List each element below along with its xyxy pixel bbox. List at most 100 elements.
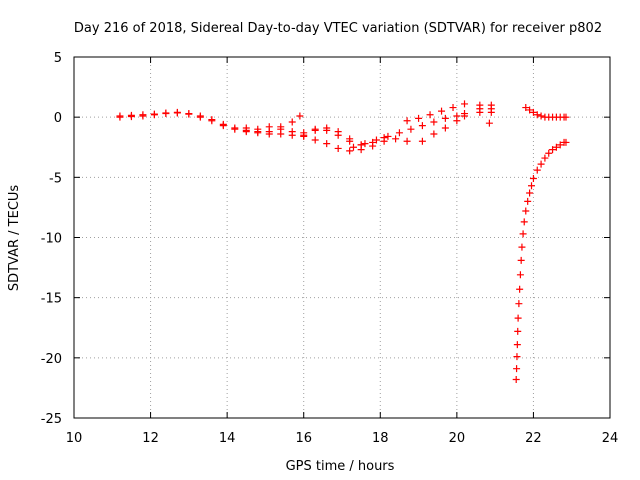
- x-tick-label: 10: [66, 431, 83, 446]
- data-point: [520, 218, 528, 226]
- data-point: [231, 125, 239, 133]
- data-point: [514, 314, 522, 322]
- data-point: [430, 118, 438, 126]
- data-point: [549, 146, 557, 154]
- data-point: [518, 243, 526, 251]
- data-point: [242, 124, 250, 132]
- data-point: [545, 149, 553, 157]
- data-point: [516, 285, 524, 293]
- data-point: [517, 256, 525, 264]
- data-point: [526, 106, 534, 114]
- data-point: [346, 135, 354, 143]
- x-tick-label: 20: [449, 431, 466, 446]
- data-point: [418, 137, 426, 145]
- data-point: [296, 112, 304, 120]
- data-point: [300, 132, 308, 140]
- data-point: [513, 365, 521, 373]
- data-point: [461, 112, 469, 120]
- data-point: [515, 300, 523, 308]
- data-point: [116, 113, 124, 121]
- data-point: [516, 271, 524, 279]
- series-track-g: [418, 112, 469, 145]
- x-tick-label: 14: [219, 431, 236, 446]
- data-point: [441, 114, 449, 122]
- data-point: [541, 154, 549, 162]
- data-point: [514, 327, 522, 335]
- data-point: [395, 129, 403, 137]
- series-track-e: [349, 110, 469, 151]
- data-point: [346, 147, 354, 155]
- data-point: [533, 166, 541, 174]
- data-point: [522, 207, 530, 215]
- data-point: [372, 136, 380, 144]
- data-point: [552, 143, 560, 151]
- data-point: [453, 117, 461, 125]
- data-point: [522, 104, 530, 112]
- x-tick-label: 24: [602, 431, 619, 446]
- series-track-d: [300, 124, 365, 149]
- series-track-a: [116, 108, 411, 155]
- data-point: [441, 124, 449, 132]
- x-tick-label: 12: [142, 431, 159, 446]
- data-point: [277, 130, 285, 138]
- data-point: [533, 111, 541, 119]
- data-point: [418, 122, 426, 130]
- data-points: [116, 100, 570, 383]
- data-point: [556, 141, 564, 149]
- data-point: [349, 143, 357, 151]
- y-tick-label: -10: [41, 232, 62, 247]
- y-tick-label: 5: [54, 51, 62, 66]
- x-tick-label: 16: [295, 431, 312, 446]
- series-track-c: [242, 112, 304, 138]
- data-point: [403, 137, 411, 145]
- data-point: [173, 109, 181, 117]
- data-point: [449, 104, 457, 112]
- y-tick-label: 0: [54, 111, 62, 126]
- data-point: [288, 118, 296, 126]
- data-point: [526, 189, 534, 197]
- data-point: [254, 128, 262, 136]
- data-point: [562, 113, 570, 121]
- series-track-f: [403, 100, 469, 125]
- data-point: [430, 130, 438, 138]
- data-point: [528, 182, 536, 190]
- data-point: [150, 111, 158, 119]
- data-point: [196, 113, 204, 121]
- data-point: [277, 123, 285, 131]
- data-point: [537, 160, 545, 168]
- data-point: [334, 128, 342, 136]
- data-point: [323, 124, 331, 132]
- grid: [74, 57, 610, 418]
- data-point: [127, 113, 135, 121]
- data-point: [524, 197, 532, 205]
- data-point: [438, 107, 446, 115]
- data-point: [208, 117, 216, 125]
- data-point: [139, 112, 147, 120]
- y-tick-label: -5: [49, 171, 62, 186]
- data-point: [392, 135, 400, 143]
- x-axis-label: GPS time / hours: [286, 459, 395, 474]
- data-point: [380, 134, 388, 142]
- data-point: [519, 230, 527, 238]
- data-point: [162, 110, 170, 118]
- series-track-b: [116, 109, 388, 149]
- y-tick-label: -20: [41, 352, 62, 367]
- data-point: [529, 175, 537, 183]
- data-point: [485, 119, 493, 127]
- data-point: [461, 100, 469, 108]
- chart-title: Day 216 of 2018, Sidereal Day-to-day VTE…: [74, 21, 602, 36]
- data-point: [384, 132, 392, 140]
- y-tick-label: -25: [41, 412, 62, 427]
- axis-ticks: 10 12 14 16 18 20 22 24 -25 -20 -15 -10 -5 0 5: [41, 51, 619, 446]
- x-tick-label: 18: [372, 431, 389, 446]
- data-point: [369, 138, 377, 146]
- data-point: [487, 108, 495, 116]
- data-point: [529, 108, 537, 116]
- data-point: [334, 144, 342, 152]
- data-point: [415, 114, 423, 122]
- data-point: [361, 140, 369, 148]
- data-point: [185, 110, 193, 118]
- series-track-i: [522, 104, 570, 121]
